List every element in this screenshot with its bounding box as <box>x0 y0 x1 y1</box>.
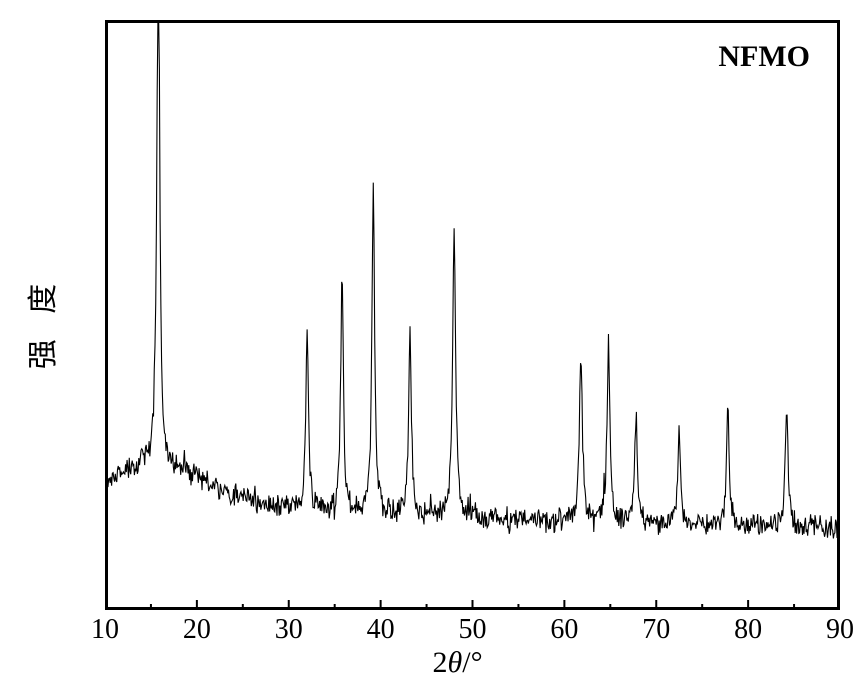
y-axis-label: 强 度 <box>18 222 62 422</box>
x-tick-label: 70 <box>642 614 670 646</box>
xlabel-prefix: 2 <box>433 646 448 679</box>
xrd-figure: 强 度 NFMO 10 20 30 40 50 60 70 80 90 2θ/° <box>0 0 860 686</box>
xrd-trace <box>105 20 840 538</box>
x-tick-label: 30 <box>275 614 303 646</box>
x-tick-label: 60 <box>550 614 578 646</box>
plot-area: NFMO <box>105 20 840 610</box>
series-label: NFMO <box>718 40 810 74</box>
x-tick-label: 50 <box>459 614 487 646</box>
xrd-line-plot <box>105 20 840 610</box>
x-tick-label: 90 <box>826 614 854 646</box>
x-tick-label: 10 <box>91 614 119 646</box>
x-tick-label: 40 <box>367 614 395 646</box>
x-tick-label: 20 <box>183 614 211 646</box>
xlabel-theta: θ <box>448 646 463 679</box>
x-axis-label: 2θ/° <box>433 646 483 680</box>
x-tick-label: 80 <box>734 614 762 646</box>
x-ticks <box>105 600 840 610</box>
xlabel-suffix: /° <box>462 646 482 679</box>
